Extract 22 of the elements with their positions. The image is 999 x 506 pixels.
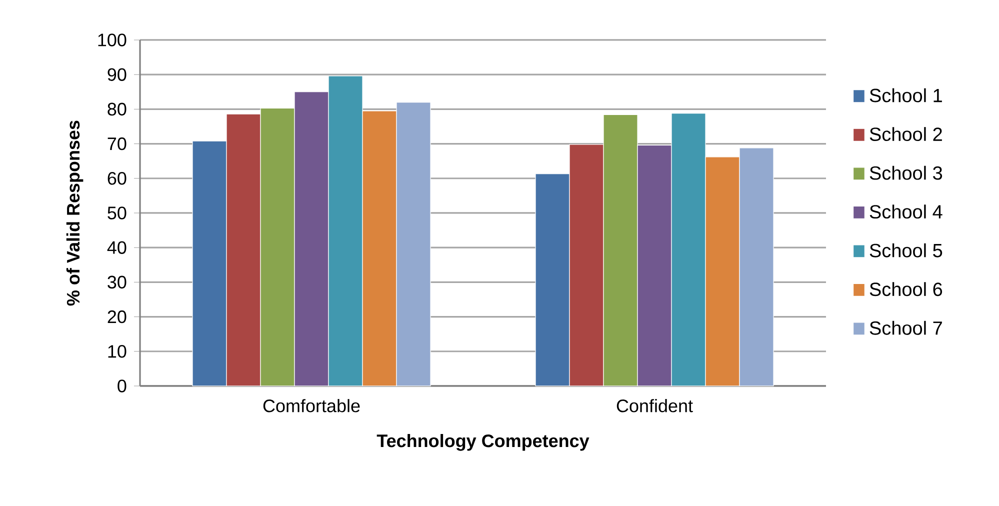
x-tick-label: Confident (616, 399, 693, 412)
y-tick-label: 50 (108, 206, 126, 220)
y-tick-label: 80 (108, 102, 126, 116)
y-tick-label: 10 (108, 345, 126, 358)
y-tick-label: 90 (108, 68, 126, 81)
y-tick-label: 20 (108, 310, 126, 324)
x-axis-title: Technology Competency (376, 434, 590, 451)
y-tick-label: 30 (108, 276, 126, 289)
legend-label: School 3 (870, 166, 942, 180)
y-tick-label: 40 (107, 241, 126, 254)
legend-label: School 7 (870, 320, 942, 335)
y-axis-title: % of Valid Responses (66, 120, 84, 306)
y-tick-label: 100 (98, 34, 126, 46)
legend-label: School 5 (870, 243, 942, 258)
legend-label: School 1 (870, 88, 942, 102)
x-tick-label: Comfortable (263, 399, 360, 412)
legend-label: School 4 (870, 204, 942, 219)
legend-label: School 6 (870, 282, 942, 296)
y-tick-label: 70 (108, 137, 126, 150)
y-tick-label: 60 (108, 172, 126, 185)
y-tick-label: 0 (118, 380, 126, 392)
legend-label: School 2 (870, 127, 942, 142)
